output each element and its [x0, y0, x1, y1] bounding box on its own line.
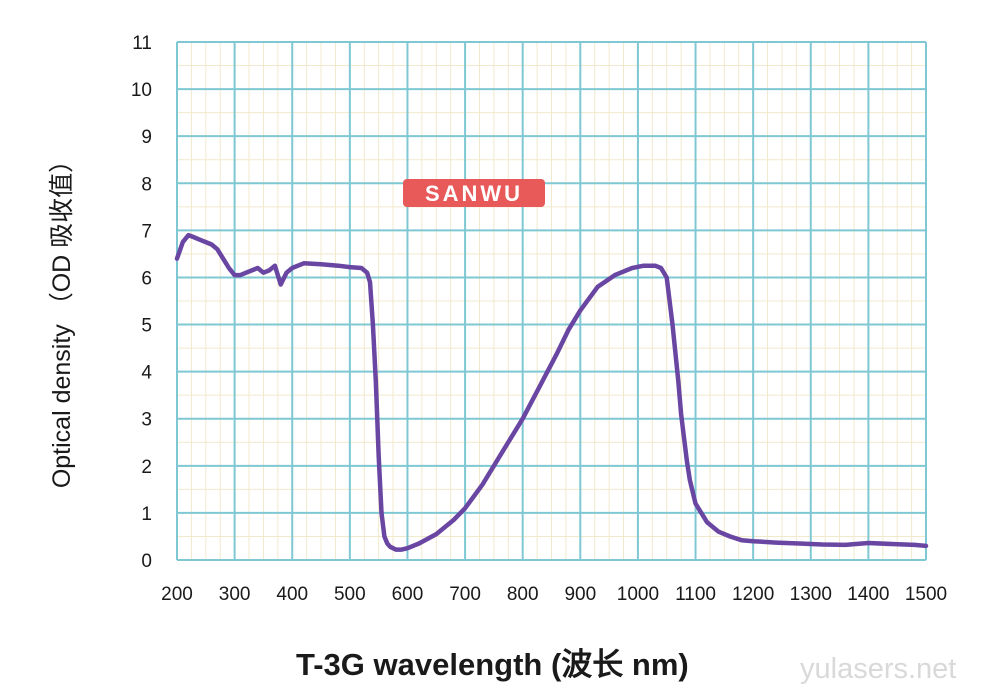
y-tick-labels: 0 1 2 3 4 5 6 7 8 9 10 11 [131, 33, 153, 572]
logo-badge [403, 179, 545, 207]
x-tick-label: 1200 [732, 584, 774, 605]
od-curve [174, 232, 929, 552]
logo-text: SANWU [425, 181, 523, 206]
x-tick-label: 600 [392, 584, 424, 605]
x-tick-label: 800 [507, 584, 539, 605]
x-tick-label: 1300 [790, 584, 832, 605]
x-tick-label: 900 [564, 584, 596, 605]
x-tick-label: 1500 [905, 584, 947, 605]
x-tick-label: 400 [276, 584, 308, 605]
minor-grid [177, 42, 926, 560]
y-tick-label: 3 [141, 410, 152, 431]
logo: SANWU [403, 179, 545, 207]
x-tick-label: 1000 [617, 584, 659, 605]
x-tick-label: 300 [219, 584, 251, 605]
y-tick-label: 2 [141, 457, 152, 478]
series-layer [174, 232, 929, 552]
x-tick-label: 1400 [847, 584, 889, 605]
y-tick-label: 10 [131, 80, 152, 101]
y-tick-label: 6 [141, 268, 152, 289]
x-axis-label: T-3G wavelength (波长 nm) [296, 647, 689, 682]
x-tick-labels: 200 300 400 500 600 700 800 900 1000 1100 1200 1300… [161, 584, 947, 605]
x-tick-label: 500 [334, 584, 366, 605]
watermark: yulasers.net [800, 653, 956, 685]
y-tick-label: 8 [141, 174, 152, 195]
x-tick-label: 700 [449, 584, 481, 605]
y-tick-label: 7 [141, 221, 152, 242]
x-tick-label: 200 [161, 584, 193, 605]
y-tick-label: 5 [141, 316, 152, 337]
y-tick-label: 1 [141, 504, 152, 525]
y-tick-label: 11 [132, 33, 152, 54]
y-tick-label: 4 [141, 363, 152, 384]
y-tick-label: 9 [141, 127, 152, 148]
y-tick-label: 0 [141, 551, 152, 572]
major-grid [176, 41, 927, 561]
y-axis-label: Optical density （OD 吸收值） [48, 148, 76, 488]
x-tick-label: 1100 [675, 584, 716, 605]
